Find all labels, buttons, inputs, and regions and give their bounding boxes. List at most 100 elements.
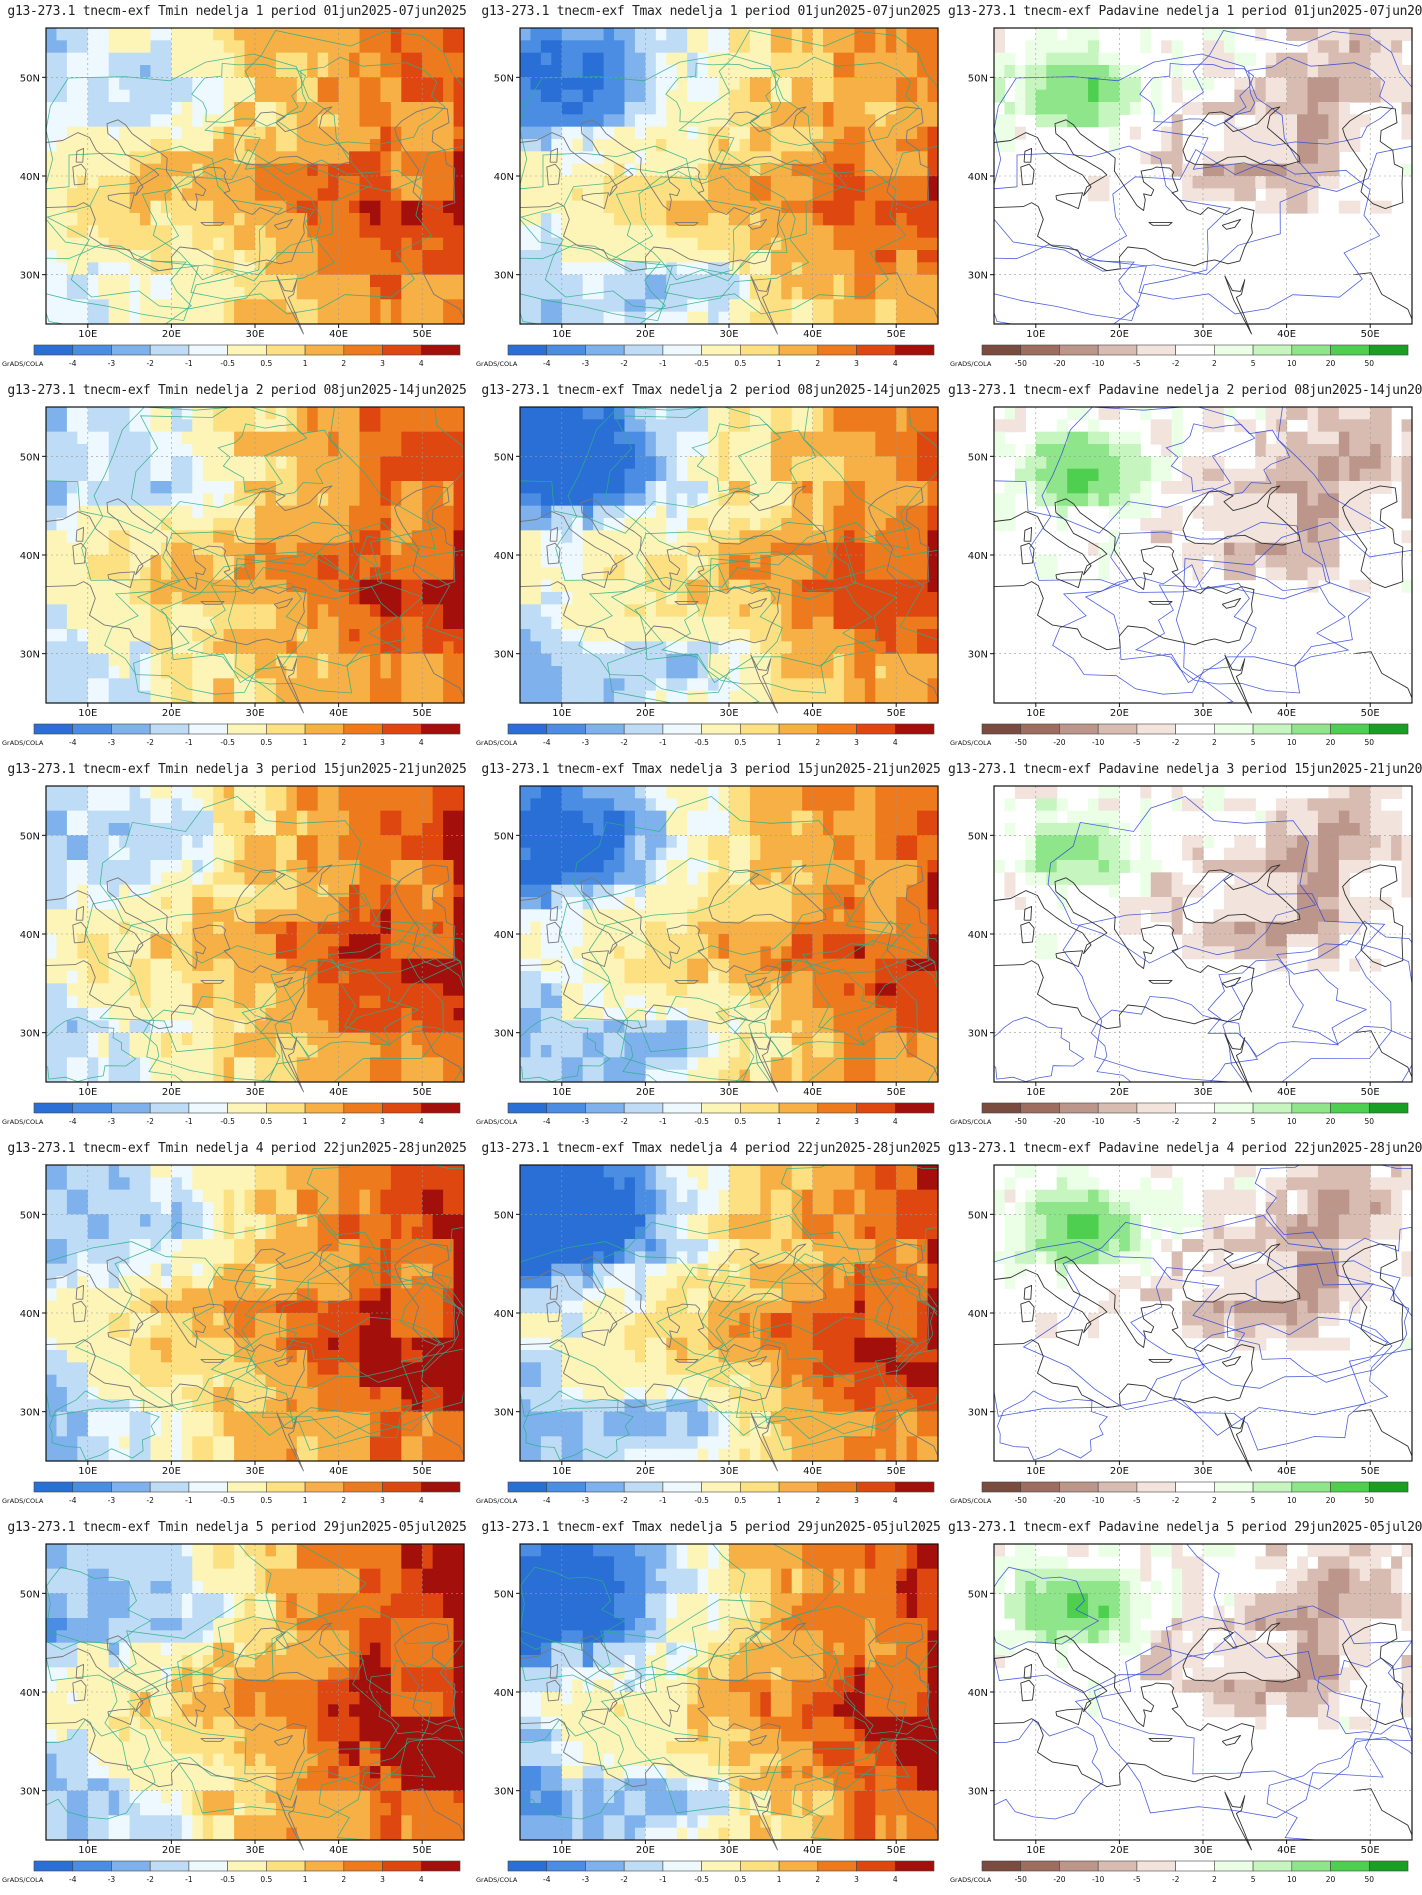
lon-tick-label: 30E (245, 1845, 264, 1854)
colorbar-swatch (33, 1481, 74, 1493)
colorbar-swatch (1291, 723, 1331, 735)
colorbar-swatch (72, 1102, 112, 1114)
graticule (46, 1544, 464, 1840)
colorbar-label: -0.5 (694, 1875, 709, 1884)
colorbar-swatch (623, 1102, 664, 1114)
lat-tick-label: 50N (968, 1589, 988, 1600)
lat-tick-label: 30N (494, 1787, 514, 1798)
colorbar-swatch (623, 1860, 664, 1872)
colorbar-label: -5 (1133, 738, 1141, 747)
colorbar-swatch (1330, 1102, 1370, 1114)
anomaly-map: 50N 40N 30N 10E 20E 30E 40E 50E (954, 26, 1416, 338)
lat-tick-label: 50N (968, 452, 988, 463)
colorbar-swatch (1097, 1102, 1138, 1114)
colorbar-label: 0.5 (260, 1117, 272, 1126)
colorbar-swatch (1136, 1481, 1176, 1493)
colorbar-label: -3 (582, 738, 590, 747)
colorbar-label: 1 (303, 1496, 308, 1505)
colorbar-label: -0.5 (220, 1875, 235, 1884)
colorbar-swatch (701, 1860, 741, 1872)
graticule (994, 28, 1412, 324)
colorbar-label: -5 (1133, 1117, 1141, 1126)
lat-tick-label: 30N (494, 271, 514, 282)
lat-tick-label: 40N (968, 1309, 988, 1320)
map-panel: g13-273.1 tnecm-exf Padavine nedelja 1 p… (948, 0, 1422, 379)
map-panel: g13-273.1 tnecm-exf Tmax nedelja 3 perio… (474, 758, 948, 1137)
grads-tag: GrADS/COLA (2, 1497, 44, 1505)
colorbar-label: -1 (659, 738, 667, 747)
colorbar-label: -4 (543, 1875, 551, 1884)
colorbar-label: 3 (854, 1496, 859, 1505)
coastlines (993, 1243, 1413, 1472)
colorbar-swatch (1214, 344, 1254, 356)
colorbar-label: 2 (1212, 1117, 1217, 1126)
colorbar-swatch (1175, 1102, 1215, 1114)
colorbar-label: 2 (341, 738, 346, 747)
colorbar-swatch (343, 1102, 383, 1114)
colorbar-label: -1 (185, 1496, 193, 1505)
colorbar-swatch (33, 344, 74, 356)
colorbar-swatch (72, 1860, 112, 1872)
colorbar-label: -4 (69, 738, 77, 747)
field-cells (520, 1544, 939, 1841)
lon-tick-label: 20E (636, 1845, 655, 1854)
panel-title: g13-273.1 tnecm-exf Tmin nedelja 3 perio… (7, 762, 467, 777)
colorbar-label: 1 (303, 738, 308, 747)
colorbar-swatch (894, 723, 935, 735)
colorbar-label: 3 (854, 738, 859, 747)
colorbar-label: 2 (1212, 1875, 1217, 1884)
lon-tick-label: 20E (162, 1466, 181, 1475)
lat-tick-label: 40N (494, 1309, 514, 1320)
colorbar-label: 2 (341, 1875, 346, 1884)
lon-tick-label: 50E (1361, 329, 1380, 338)
lon-tick-label: 30E (719, 708, 738, 717)
colorbar-label: 2 (341, 359, 346, 368)
colorbar-label: -10 (1092, 1496, 1104, 1505)
colorbar-swatch (111, 1102, 151, 1114)
colorbar-label: -2 (620, 1496, 628, 1505)
colorbar-swatch (1020, 1481, 1060, 1493)
graticule (46, 28, 464, 324)
colorbar-swatch (149, 1102, 190, 1114)
colorbar-swatch (778, 1860, 819, 1872)
colorbar-swatch (981, 1860, 1022, 1872)
colorbar-swatch (266, 344, 306, 356)
map-panel: g13-273.1 tnecm-exf Tmin nedelja 2 perio… (0, 379, 474, 758)
colorbar-label: 1 (303, 359, 308, 368)
colorbar-swatch (1368, 1102, 1409, 1114)
lon-tick-label: 50E (413, 1466, 432, 1475)
anomaly-map: 50N 40N 30N 10E 20E 30E 40E 50E (6, 1163, 468, 1475)
lon-tick-label: 40E (1277, 708, 1296, 717)
colorbar-label: -5 (1133, 359, 1141, 368)
colorbar-swatch (623, 723, 664, 735)
colorbar-label: 10 (1287, 1496, 1297, 1505)
colorbar-swatch (662, 344, 702, 356)
panel-title: g13-273.1 tnecm-exf Tmax nedelja 1 perio… (481, 4, 941, 19)
lon-tick-label: 40E (1277, 329, 1296, 338)
grads-tag: GrADS/COLA (950, 1118, 992, 1126)
colorbar-label: 2 (815, 359, 820, 368)
colorbar-label: -2 (1172, 738, 1180, 747)
lat-tick-label: 50N (20, 73, 40, 84)
graticule (994, 1544, 1412, 1840)
coastlines (993, 106, 1413, 335)
colorbar-swatch (856, 1481, 896, 1493)
coastlines (519, 485, 939, 714)
lon-tick-label: 30E (719, 1466, 738, 1475)
lon-tick-label: 40E (803, 1087, 822, 1096)
lat-tick-label: 40N (968, 1688, 988, 1699)
colorbar-label: -2 (1172, 1117, 1180, 1126)
colorbar-label: 1 (777, 738, 782, 747)
colorbar-swatch (149, 344, 190, 356)
colorbar-swatch (507, 344, 548, 356)
colorbar-swatch (227, 1102, 267, 1114)
colorbar-swatch (72, 723, 112, 735)
colorbar-swatch (817, 1860, 857, 1872)
panel-title: g13-273.1 tnecm-exf Tmin nedelja 4 perio… (7, 1141, 467, 1156)
grads-tag: GrADS/COLA (950, 360, 992, 368)
colorbar-label: 10 (1287, 738, 1297, 747)
map-panel: g13-273.1 tnecm-exf Tmin nedelja 5 perio… (0, 1516, 474, 1895)
colorbar-label: -3 (108, 738, 116, 747)
colorbar-label: -2 (1172, 1875, 1180, 1884)
lat-tick-label: 50N (968, 831, 988, 842)
